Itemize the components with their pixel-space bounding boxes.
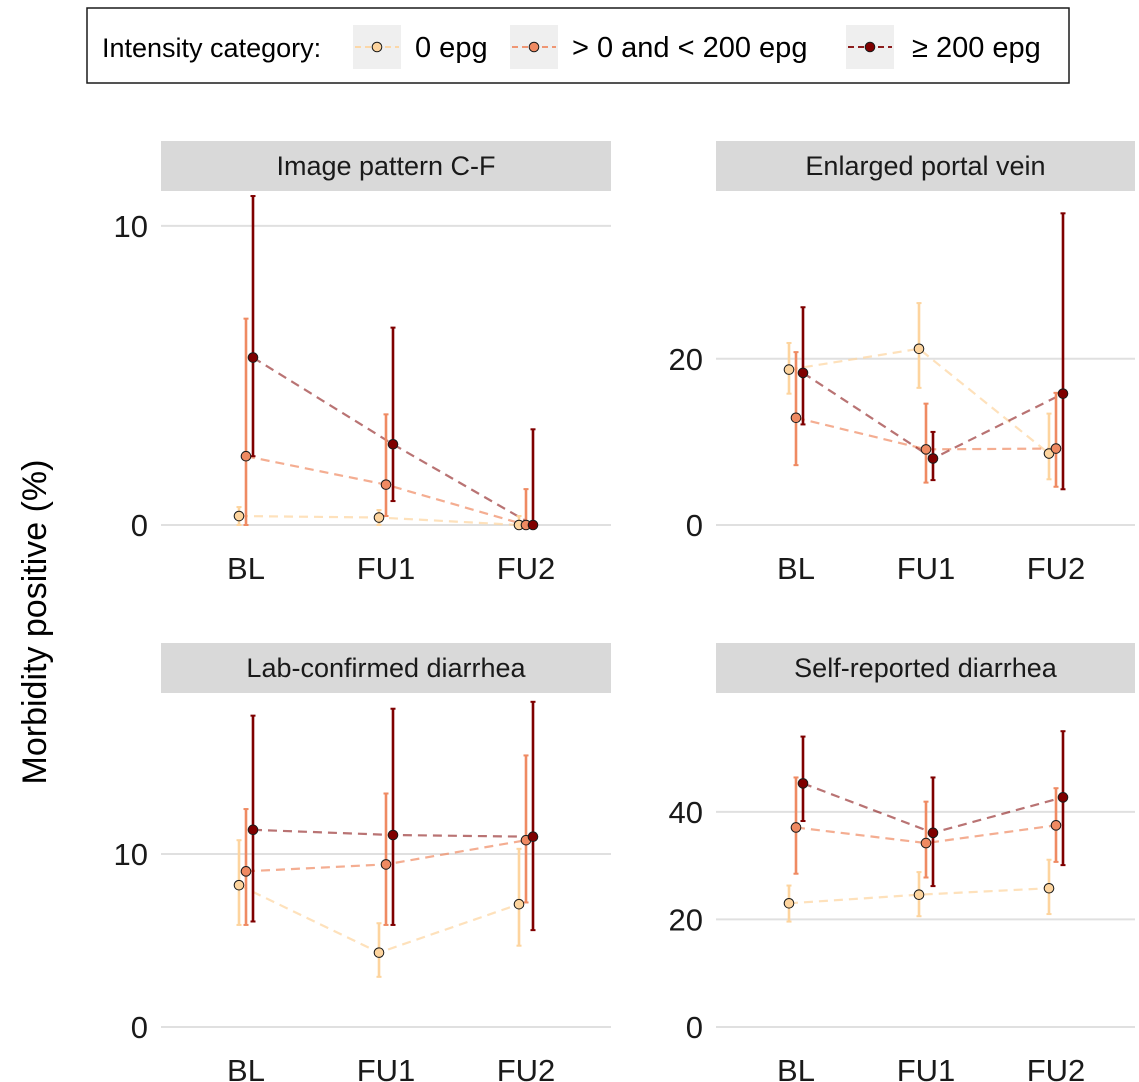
data-point: [797, 778, 809, 789]
data-point: [790, 412, 802, 424]
x-tick-label: BL: [777, 551, 815, 586]
y-tick-label: 40: [669, 795, 703, 830]
x-tick-label: BL: [777, 1053, 815, 1082]
x-tick-label: FU1: [897, 1053, 956, 1082]
data-point: [1057, 792, 1069, 803]
panel-strip: [161, 643, 611, 693]
panel-strip: [716, 141, 1135, 191]
x-tick-label: FU2: [1027, 1053, 1086, 1082]
data-point: [373, 947, 385, 958]
panel-3: Self-reported diarrhea 0 20 40 BL FU1 FU2: [669, 643, 1135, 1082]
x-tick-label: FU1: [897, 551, 956, 586]
data-point: [920, 837, 932, 849]
legend-key-point-0: [371, 41, 383, 53]
data-point: [380, 479, 392, 490]
y-tick-label: 0: [131, 1010, 148, 1045]
x-tick-label: BL: [227, 1053, 265, 1082]
y-tick-label: 10: [114, 209, 148, 244]
y-tick-label: 0: [131, 508, 148, 543]
panel-title: Self-reported diarrhea: [794, 653, 1058, 683]
y-tick-label: 0: [686, 1010, 703, 1045]
data-point: [927, 827, 939, 839]
data-point: [913, 889, 925, 900]
y-tick-label: 10: [114, 837, 148, 872]
panel-2: Lab-confirmed diarrhea 0 10 BL FU1 FU2: [114, 643, 611, 1082]
data-point: [797, 367, 809, 379]
data-point: [1050, 820, 1062, 831]
data-point: [233, 510, 245, 522]
data-point: [920, 444, 932, 455]
y-axis-label: Morbidity positive (%): [16, 460, 54, 785]
panel-title: Enlarged portal vein: [805, 151, 1045, 181]
data-point: [240, 866, 252, 877]
panel-title: Image pattern C-F: [276, 151, 495, 181]
data-point: [913, 343, 925, 355]
data-point: [783, 898, 795, 909]
legend-title: Intensity category:: [102, 33, 321, 63]
series-line: [252, 356, 534, 526]
series-line: [795, 824, 1057, 845]
x-tick-label: BL: [227, 551, 265, 586]
data-point: [790, 822, 802, 833]
series-line: [788, 887, 1050, 905]
data-point: [1043, 882, 1055, 894]
data-point: [527, 831, 539, 843]
data-point: [927, 453, 939, 464]
panel-strip: [161, 141, 611, 191]
series-line: [788, 347, 1050, 455]
data-point: [387, 438, 399, 450]
panel-strip: [716, 643, 1135, 693]
data-point: [233, 879, 245, 891]
legend-key-point-2: [864, 41, 876, 53]
data-point: [527, 519, 539, 531]
data-point: [513, 898, 525, 910]
x-tick-label: FU2: [497, 1053, 556, 1082]
y-tick-label: 20: [669, 902, 703, 937]
x-tick-label: FU2: [497, 551, 556, 586]
y-tick-label: 20: [669, 342, 703, 377]
legend-key-point-1: [528, 41, 540, 53]
panel-1: Enlarged portal vein 0 20 BL FU1 FU2: [669, 141, 1135, 586]
panel-title: Lab-confirmed diarrhea: [246, 653, 526, 683]
data-point: [247, 824, 259, 836]
data-point: [1057, 388, 1069, 399]
x-tick-label: FU2: [1027, 551, 1086, 586]
legend-label-1: > 0 and < 200 epg: [572, 32, 807, 64]
data-point: [380, 859, 392, 870]
data-point: [247, 352, 259, 363]
legend: Intensity category: 0 epg > 0 and < 200 …: [86, 7, 1070, 84]
x-tick-label: FU1: [357, 551, 416, 586]
panel-0: Image pattern C-F 0 10 BL FU1 FU2: [114, 141, 611, 586]
data-point: [373, 512, 385, 523]
legend-label-0: 0 epg: [415, 32, 488, 64]
data-point: [783, 364, 795, 375]
y-tick-label: 0: [686, 508, 703, 543]
data-point: [1050, 443, 1062, 454]
legend-box: [86, 7, 1070, 84]
data-point: [387, 829, 399, 841]
x-tick-label: FU1: [357, 1053, 416, 1082]
data-point: [240, 450, 252, 462]
legend-label-2: ≥ 200 epg: [912, 32, 1041, 64]
